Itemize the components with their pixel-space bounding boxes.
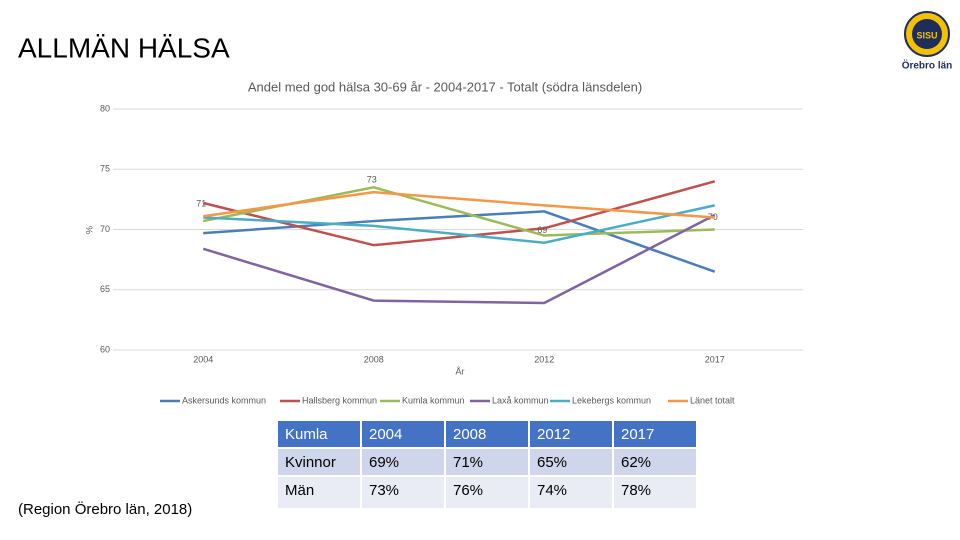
logo: SISU Örebro län <box>902 11 953 72</box>
table-cell: Kumla <box>278 421 360 447</box>
data-label: 69 <box>537 225 547 235</box>
y-tick-label: 80 <box>100 103 110 113</box>
table-cell: Män <box>278 477 360 508</box>
legend-label: Lekebergs kommun <box>572 395 651 405</box>
table-cell: 2012 <box>530 421 612 447</box>
y-tick-label: 60 <box>100 344 110 354</box>
y-tick-label: 70 <box>100 224 110 234</box>
series-line <box>202 180 716 247</box>
table-cell: 62% <box>614 449 696 475</box>
x-tick-label: 2008 <box>364 354 384 364</box>
series-line <box>202 213 716 305</box>
table-cell: 71% <box>446 449 528 475</box>
x-tick-label: 2012 <box>534 354 554 364</box>
data-label: 71 <box>196 199 206 209</box>
legend-label: Hallsberg kommun <box>302 395 377 405</box>
table-row: Män 73% 76% 74% 78% <box>278 477 696 508</box>
legend-label: Askersunds kommun <box>182 395 266 405</box>
table-cell: 2017 <box>614 421 696 447</box>
data-label: 73 <box>367 175 377 185</box>
legend-label: Laxå kommun <box>492 395 549 405</box>
source: (Region Örebro län, 2018) <box>18 500 192 518</box>
series-line <box>203 190 715 219</box>
data-table: Kumla 2004 2008 2012 2017 Kvinnor 69% 71% 65% 62%… <box>276 419 698 510</box>
table-cell: 78% <box>614 477 696 508</box>
table-cell: 65% <box>530 449 612 475</box>
table-cell: 69% <box>362 449 444 475</box>
x-tick-label: 2004 <box>193 354 213 364</box>
slide-title: ALLMÄN HÄLSA <box>18 32 230 63</box>
table-cell: 2008 <box>446 421 528 447</box>
table-cell: 73% <box>362 477 444 508</box>
x-tick-label: 2017 <box>705 354 725 364</box>
legend-label: Länet totalt <box>690 395 735 405</box>
table-cell: 76% <box>446 477 528 508</box>
series-line <box>203 204 716 245</box>
logo-caption: Örebro län <box>902 59 953 72</box>
y-axis-title: % <box>84 226 94 234</box>
series-line <box>203 210 716 273</box>
table-cell: 2004 <box>362 421 444 447</box>
table-row: Kumla 2004 2008 2012 2017 <box>278 421 696 447</box>
table-cell: 74% <box>530 477 612 508</box>
x-axis-title: År <box>456 366 465 376</box>
legend-label: Kumla kommun <box>402 395 465 405</box>
table-cell: Kvinnor <box>278 449 360 475</box>
table-row: Kvinnor 69% 71% 65% 62% <box>278 449 696 475</box>
y-tick-label: 75 <box>100 164 110 174</box>
logo-center <box>912 19 942 49</box>
chart-title: Andel med god hälsa 30-69 år - 2004-2017… <box>248 79 642 94</box>
y-tick-label: 65 <box>100 284 110 294</box>
logo-text: SISU <box>916 30 937 40</box>
